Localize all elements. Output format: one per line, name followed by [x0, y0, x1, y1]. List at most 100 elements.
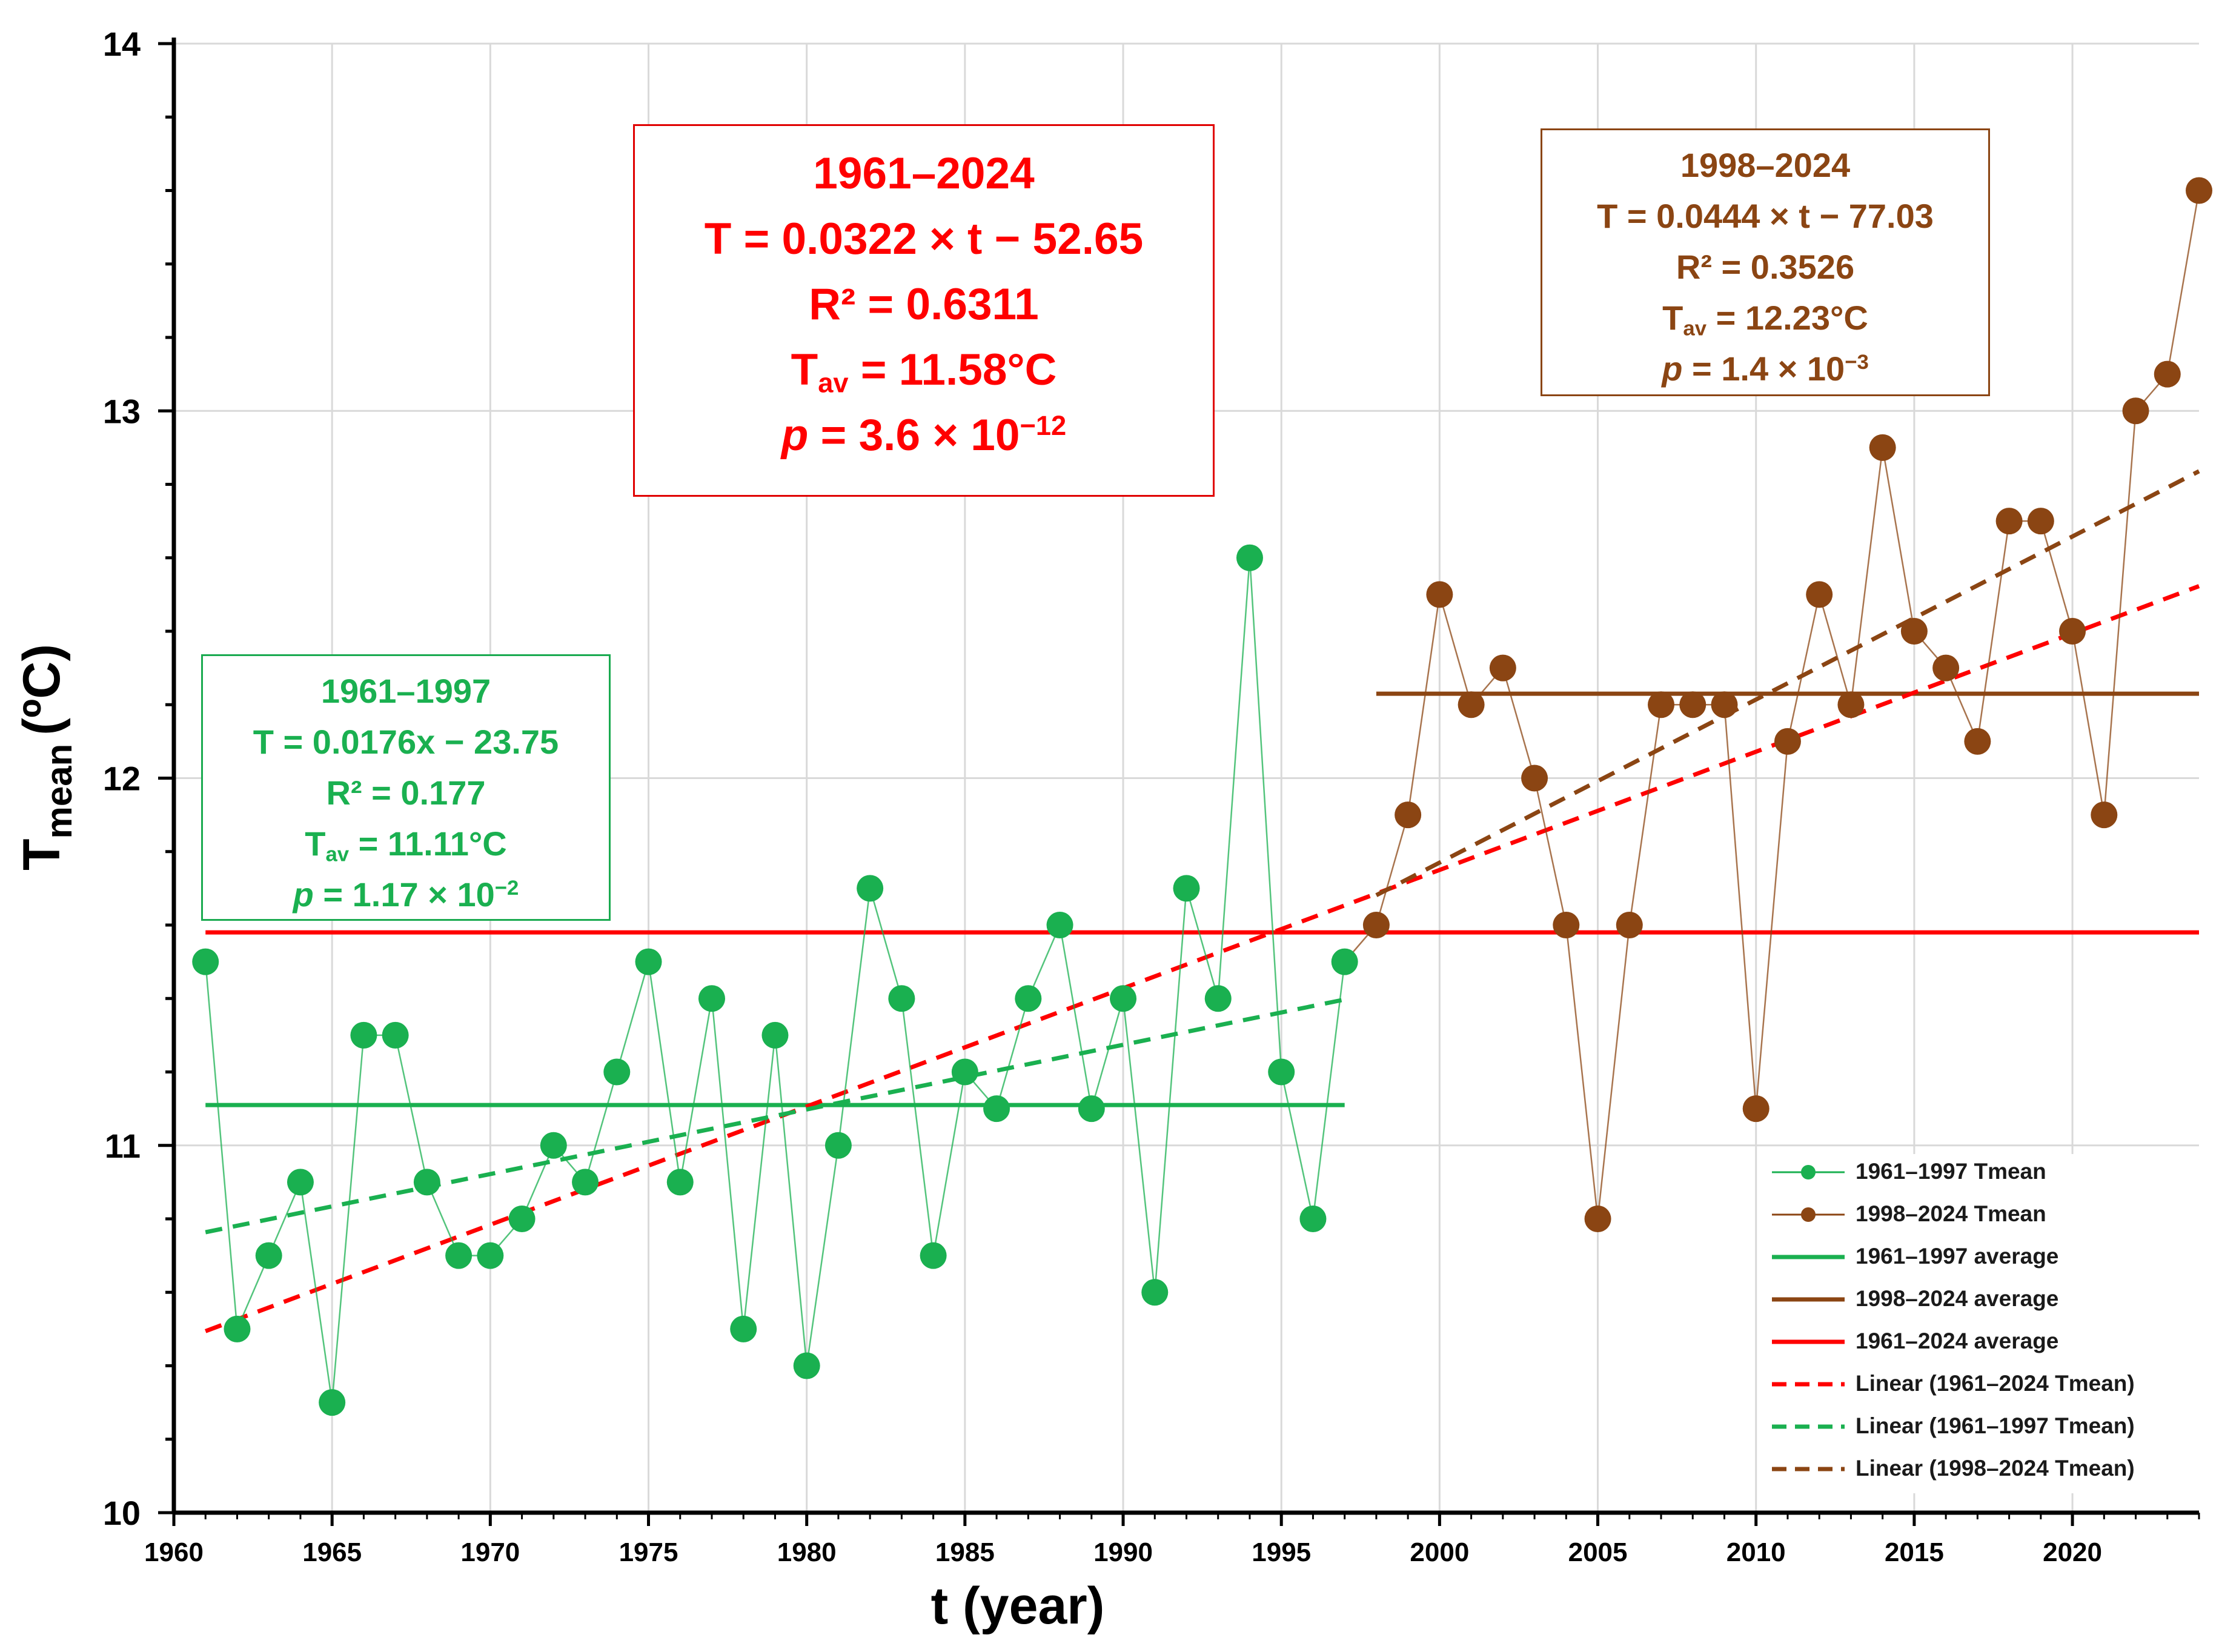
legend-swatch [1772, 1207, 1845, 1222]
y-tick-label: 13 [103, 392, 141, 430]
data-point [951, 1058, 978, 1086]
data-point [382, 1021, 409, 1049]
x-tick-label: 1980 [777, 1538, 837, 1567]
annotation-full-period-title: 1961–2024 [813, 149, 1035, 198]
data-point [698, 985, 725, 1012]
annotation-late-period-title: 1998–2024 [1680, 146, 1851, 184]
data-point [508, 1206, 536, 1232]
data-point [1869, 434, 1896, 461]
data-point [2059, 618, 2086, 645]
data-point [635, 948, 662, 975]
data-point [1648, 691, 1675, 718]
x-axis-title: t (year) [931, 1577, 1105, 1635]
annotation-early-equation: T = 0.0176x − 23.75 [253, 723, 559, 761]
data-point [1078, 1095, 1105, 1123]
legend-swatch [1772, 1339, 1845, 1344]
legend-label: 1998–2024 Tmean [1856, 1201, 2046, 1226]
data-point [1995, 508, 2023, 535]
legend-item: Linear (1998–2024 Tmean) [1766, 1451, 2202, 1487]
x-tick-label: 1970 [460, 1538, 520, 1567]
x-tick-label: 1985 [935, 1538, 995, 1567]
legend-item: 1961–2024 average [1766, 1324, 2202, 1360]
legend-swatch [1772, 1467, 1845, 1471]
legend-swatch [1772, 1382, 1845, 1387]
data-point [1616, 912, 1643, 938]
data-point [1806, 581, 1833, 608]
legend-label: 1961–1997 Tmean [1856, 1159, 2046, 1184]
legend-swatch-marker [1801, 1207, 1816, 1222]
x-tick-label: 1995 [1252, 1538, 1311, 1567]
legend-item: 1998–2024 Tmean [1766, 1196, 2202, 1233]
y-axis-title-main: T [13, 839, 71, 871]
data-point [1932, 654, 1960, 682]
annotation-early-r2: R² = 0.177 [326, 774, 486, 812]
data-point [192, 948, 219, 975]
data-point [793, 1352, 820, 1379]
y-axis-title: Tmean (ºC) [13, 644, 79, 871]
data-point [983, 1095, 1010, 1123]
data-point [224, 1315, 251, 1342]
data-point [1362, 912, 1390, 938]
data-point [1173, 875, 1200, 902]
legend-swatch [1772, 1165, 1845, 1179]
data-point [1553, 912, 1580, 938]
data-point [1331, 948, 1358, 975]
data-point [1426, 581, 1453, 608]
data-point [2122, 397, 2149, 425]
x-tick-label: 2020 [2043, 1538, 2102, 1567]
x-tick-label: 2015 [1885, 1538, 1944, 1567]
annotation-late-tav: Tav = 12.23°C [1662, 299, 1868, 340]
legend-swatch [1772, 1424, 1845, 1429]
data-point [1742, 1095, 1770, 1123]
data-point [666, 1169, 694, 1196]
data-point [1679, 691, 1707, 718]
data-point [1299, 1206, 1327, 1232]
y-tick-label: 14 [103, 25, 141, 63]
data-point [1900, 618, 1928, 645]
data-point [824, 1132, 852, 1159]
data-point [1141, 1279, 1169, 1306]
trend-line [205, 584, 2200, 1333]
data-point [255, 1242, 282, 1269]
data-point [2154, 360, 2181, 388]
annotation-early-p: p = 1.17 × 10−2 [293, 875, 519, 914]
data-point [477, 1242, 504, 1269]
data-point [413, 1169, 440, 1196]
annotation-full-p: p = 3.6 × 10−12 [781, 410, 1067, 460]
annotation-full-tav: Tav = 11.58°C [791, 345, 1057, 399]
legend-label: 1961–1997 average [1856, 1244, 2059, 1269]
data-point [761, 1021, 789, 1049]
x-tick-label: 1965 [302, 1538, 362, 1567]
legend-swatch [1772, 1255, 1845, 1259]
data-point [1489, 654, 1516, 682]
data-point [1236, 544, 1263, 571]
data-point [1268, 1058, 1295, 1086]
annotation-full-period: 1961–2024 T = 0.0322 × t − 52.65 R² = 0.… [633, 124, 1215, 497]
tick-labels: 10 11 12 13 14 1960 1965 1970 1975 1980 1985 1990 19… [103, 25, 2102, 1567]
trend-line [1375, 469, 2200, 897]
data-point [888, 985, 915, 1012]
data-point [1015, 985, 1042, 1012]
legend-item: 1998–2024 average [1766, 1281, 2202, 1318]
data-point [445, 1242, 473, 1269]
data-point [1521, 765, 1548, 792]
x-tick-label: 1975 [619, 1538, 678, 1567]
data-point [572, 1169, 599, 1196]
data-point [1110, 985, 1137, 1012]
legend-label: 1998–2024 average [1856, 1286, 2059, 1311]
data-point [2027, 508, 2054, 535]
x-tick-label: 2010 [1726, 1538, 1786, 1567]
data-point [2186, 177, 2212, 204]
legend-label: Linear (1998–2024 Tmean) [1856, 1456, 2135, 1481]
data-point [1837, 691, 1865, 718]
annotation-early-period-title: 1961–1997 [320, 672, 491, 710]
legend-label: 1961–2024 average [1856, 1329, 2059, 1353]
x-tick-label: 1960 [144, 1538, 204, 1567]
data-point [287, 1169, 314, 1196]
axes [158, 38, 2200, 1526]
data-point [1711, 691, 1738, 718]
annotation-early-tav: Tav = 11.11°C [305, 824, 507, 866]
annotation-full-r2: R² = 0.6311 [809, 280, 1039, 329]
annotation-late-r2: R² = 0.3526 [1676, 248, 1855, 286]
data-point [1204, 985, 1232, 1012]
